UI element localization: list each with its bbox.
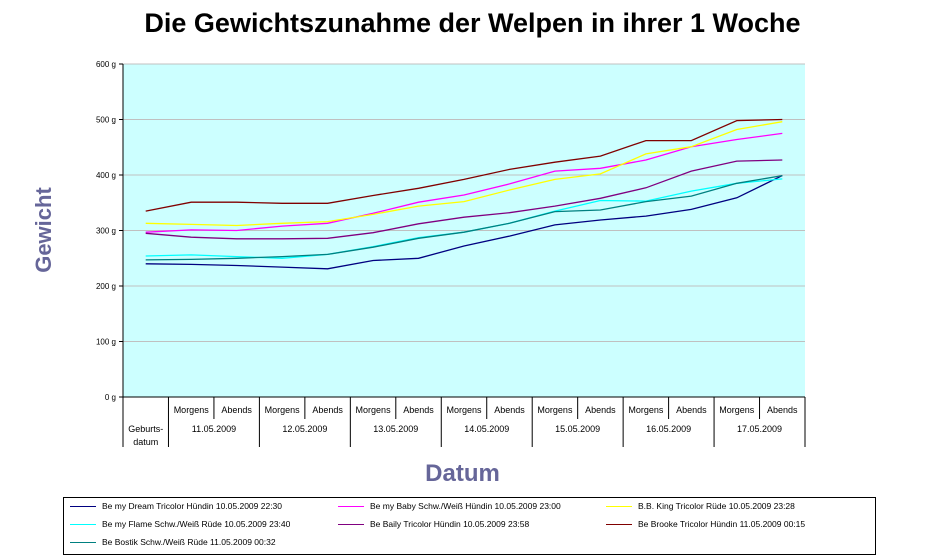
series-line-7 [145,174,783,261]
legend-swatch [70,541,96,543]
legend-item: Be Baily Tricolor Hündin 10.05.2009 23:5… [338,519,529,529]
y-axis: 0 g 100 g 200 g 300 g 400 g 500 g 600 g [96,60,124,402]
series-line-5 [145,159,783,240]
x-group-label: 15.05.2009 [555,424,600,434]
y-tick-label: 400 g [96,171,116,180]
legend-swatch [338,505,364,507]
x-group-label: datum [133,437,158,447]
y-tick-label: 100 g [96,338,116,347]
series-line-2 [145,132,783,233]
legend-label: Be my Dream Tricolor Hündin 10.05.2009 2… [102,501,283,511]
x-tick-label: Abends [494,405,525,415]
legend-swatch [606,505,632,507]
x-tick-label: Abends [676,405,707,415]
x-tick-label: Morgens [356,405,392,415]
series-lines [145,118,783,270]
legend-item: Be my Dream Tricolor Hündin 10.05.2009 2… [70,501,282,511]
x-group-label: 13.05.2009 [373,424,418,434]
x-tick-label: Abends [312,405,343,415]
x-tick-label: Abends [585,405,616,415]
legend-swatch [70,523,96,525]
legend-label: Be Brooke Tricolor Hündin 11.05.2009 00:… [638,519,806,529]
x-tick-label: Morgens [537,405,573,415]
x-tick-label: Morgens [174,405,210,415]
x-tick-label: Morgens [719,405,755,415]
x-tick-label: Morgens [265,405,301,415]
legend-label: Be Bostik Schw./Weiß Rüde 11.05.2009 00:… [102,537,276,547]
y-tick-label: 300 g [96,227,116,236]
legend-label: B.B. King Tricolor Rüde 10.05.2009 23:28 [638,501,795,511]
x-tick-label: Morgens [446,405,482,415]
legend-swatch [338,523,364,525]
x-group-label: 17.05.2009 [737,424,782,434]
y-tick-label: 0 g [105,393,116,402]
x-group-label: 14.05.2009 [464,424,509,434]
y-tick-label: 500 g [96,116,116,125]
x-group-label: 12.05.2009 [282,424,327,434]
legend-swatch [70,505,96,507]
x-axis-label: Datum [425,460,500,487]
x-group-label: Geburts- [128,424,163,434]
y-tick-label: 200 g [96,282,116,291]
x-axis: Geburts-datum Morgens Abends 11.05.2009 Morg… [122,396,806,447]
x-tick-label: Abends [767,405,798,415]
legend-label: Be my Flame Schw./Weiß Rüde 10.05.2009 2… [102,519,291,529]
legend-item: Be Bostik Schw./Weiß Rüde 11.05.2009 00:… [70,537,276,547]
legend-item: Be Brooke Tricolor Hündin 11.05.2009 00:… [606,519,805,529]
legend-label: Be my Baby Schw./Weiß Hündin 10.05.2009 … [370,501,561,511]
chart-title: Die Gewichtszunahme der Welpen in ihrer … [144,8,801,38]
series-line-1 [145,175,783,270]
legend-label: Be Baily Tricolor Hündin 10.05.2009 23:5… [370,519,530,529]
legend-item: Be my Flame Schw./Weiß Rüde 10.05.2009 2… [70,519,290,529]
series-line-3 [145,121,783,227]
legend-swatch [606,523,632,525]
legend: Be my Dream Tricolor Hündin 10.05.2009 2… [63,497,876,555]
legend-item: B.B. King Tricolor Rüde 10.05.2009 23:28 [606,501,795,511]
x-tick-label: Morgens [628,405,664,415]
x-tick-label: Abends [403,405,434,415]
x-tick-label: Abends [221,405,252,415]
series-line-6 [145,118,783,212]
y-tick-label: 600 g [96,60,116,69]
x-group-label: 11.05.2009 [192,424,236,434]
legend-item: Be my Baby Schw./Weiß Hündin 10.05.2009 … [338,501,561,511]
x-group-label: 16.05.2009 [646,424,691,434]
